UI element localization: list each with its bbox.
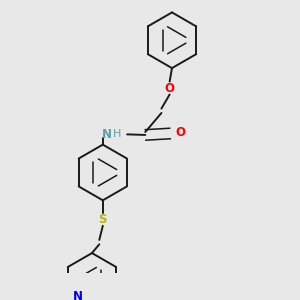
Text: N: N <box>73 290 82 300</box>
Text: O: O <box>175 126 185 139</box>
Text: S: S <box>99 213 107 226</box>
Text: N: N <box>102 128 112 141</box>
Text: O: O <box>165 82 175 94</box>
Text: H: H <box>113 129 122 140</box>
